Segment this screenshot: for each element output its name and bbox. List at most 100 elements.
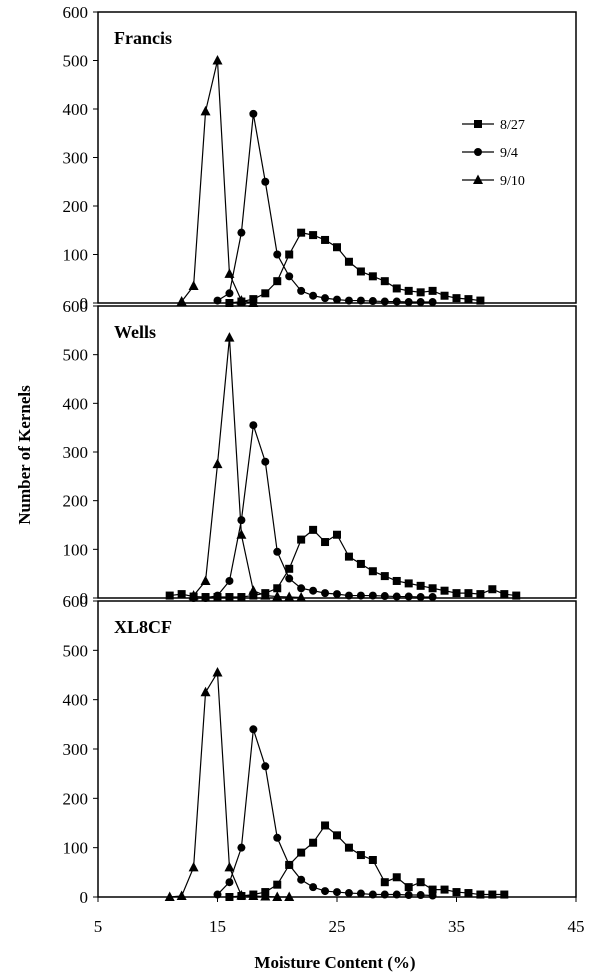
- data-point-9-4: [237, 843, 246, 852]
- data-point-9-10: [188, 861, 199, 872]
- data-point-8-27: [225, 299, 234, 307]
- data-point-9-10: [236, 529, 247, 539]
- data-point-9-4: [261, 457, 270, 466]
- y-tick-label: 500: [63, 346, 89, 365]
- data-point-8-27: [321, 235, 330, 244]
- y-tick-label: 0: [80, 888, 89, 907]
- data-point-8-27: [476, 296, 485, 305]
- y-tick-label: 500: [63, 641, 89, 660]
- data-point-9-4: [344, 296, 353, 305]
- y-tick-label: 600: [63, 592, 89, 611]
- data-point-8-27: [488, 585, 497, 594]
- data-point-8-27: [309, 231, 318, 240]
- panel-title: Francis: [114, 28, 172, 48]
- data-point-8-27: [321, 821, 330, 830]
- y-tick-label: 300: [63, 443, 89, 462]
- data-point-9-10: [212, 458, 223, 469]
- series-line-9-4: [193, 425, 433, 599]
- data-point-8-27: [297, 848, 306, 857]
- data-point-9-10: [260, 590, 271, 600]
- x-tick-label: 35: [448, 917, 465, 936]
- data-point-8-27: [452, 589, 461, 598]
- data-point-9-4: [321, 294, 330, 303]
- data-point-8-27: [368, 272, 377, 281]
- x-tick-label: 5: [94, 917, 103, 936]
- data-point-9-10: [212, 55, 223, 65]
- data-point-8-27: [368, 567, 377, 576]
- data-point-8-27: [356, 851, 365, 860]
- data-point-8-27: [273, 880, 282, 889]
- data-point-9-4: [213, 591, 222, 600]
- y-tick-label: 0: [80, 589, 89, 608]
- data-point-9-4: [416, 298, 425, 307]
- y-tick-label: 600: [63, 297, 89, 316]
- data-point-8-27: [416, 581, 425, 590]
- data-point-9-4: [392, 297, 401, 306]
- data-point-8-27: [380, 277, 389, 286]
- data-point-8-27: [225, 593, 234, 602]
- data-point-8-27: [404, 286, 413, 295]
- data-point-9-4: [416, 593, 425, 602]
- data-point-8-27: [273, 584, 282, 593]
- data-point-9-4: [225, 878, 234, 887]
- data-point-8-27: [428, 286, 437, 295]
- series-line-9-10: [181, 60, 254, 304]
- data-point-9-10: [260, 891, 271, 901]
- data-point-9-4: [225, 576, 234, 585]
- panel-title: Wells: [114, 322, 156, 342]
- data-point-9-4: [297, 584, 306, 593]
- data-point-9-4: [225, 289, 234, 298]
- legend-marker: [474, 120, 482, 128]
- data-point-9-10: [248, 890, 259, 901]
- series-line-8-27: [229, 824, 505, 898]
- data-point-9-4: [249, 421, 258, 430]
- data-point-9-4: [392, 592, 401, 601]
- data-point-9-10: [176, 296, 187, 306]
- data-point-8-27: [452, 294, 461, 303]
- data-point-9-4: [261, 177, 270, 186]
- data-point-9-4: [416, 891, 425, 900]
- series-line-8-27: [229, 231, 481, 304]
- plot-frame: [97, 600, 577, 898]
- data-point-9-10: [200, 686, 211, 697]
- data-point-8-27: [344, 257, 353, 266]
- data-point-9-4: [273, 250, 282, 259]
- data-point-9-4: [368, 297, 377, 306]
- data-point-9-4: [344, 889, 353, 898]
- data-point-8-27: [237, 593, 246, 602]
- data-point-8-27: [392, 576, 401, 585]
- x-axis-title: Moisture Content (%): [254, 953, 415, 972]
- data-point-9-4: [309, 291, 318, 300]
- data-point-9-4: [368, 890, 377, 899]
- y-tick-label: 600: [63, 3, 89, 22]
- data-point-9-4: [237, 516, 246, 525]
- data-point-8-27: [380, 572, 389, 581]
- data-point-9-10: [236, 295, 247, 305]
- data-point-8-27: [452, 888, 461, 897]
- data-point-9-4: [309, 586, 318, 595]
- data-point-8-27: [333, 530, 341, 539]
- legend-marker: [473, 174, 483, 184]
- data-point-8-27: [500, 890, 509, 899]
- data-point-9-10: [212, 667, 223, 677]
- data-point-9-4: [321, 887, 330, 896]
- data-point-8-27: [380, 878, 389, 887]
- data-point-8-27: [368, 856, 377, 864]
- data-point-9-4: [428, 891, 437, 900]
- data-point-9-4: [321, 589, 330, 598]
- data-point-9-4: [404, 592, 413, 601]
- data-point-8-27: [285, 564, 294, 573]
- legend-marker: [474, 148, 482, 156]
- data-point-9-10: [200, 575, 211, 585]
- data-point-8-27: [392, 284, 401, 293]
- data-point-8-27: [309, 838, 318, 847]
- data-point-8-27: [428, 584, 437, 593]
- legend-label: 9/10: [500, 174, 525, 189]
- data-point-8-27: [297, 535, 306, 544]
- y-tick-label: 500: [63, 52, 89, 71]
- data-point-8-27: [356, 267, 365, 276]
- data-point-8-27: [225, 893, 234, 901]
- data-point-8-27: [392, 873, 401, 882]
- data-point-9-4: [380, 592, 389, 601]
- data-point-9-4: [380, 890, 389, 899]
